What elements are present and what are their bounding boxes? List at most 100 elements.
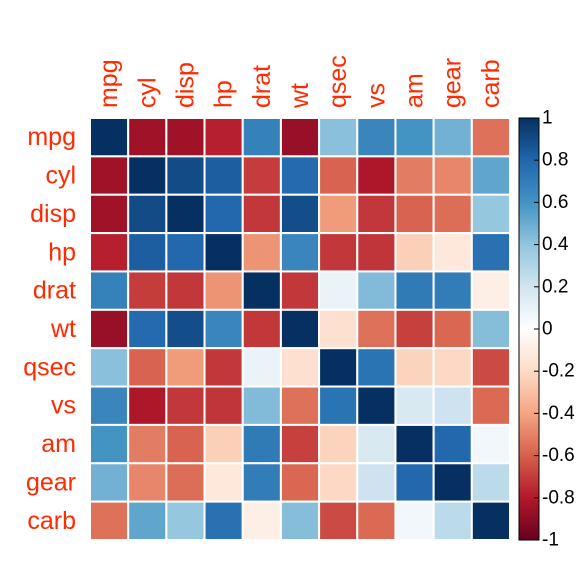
colorbar: 1 0.8 0.6 0.4 0.2 0 -0.2 -0.4 -0.6 -0.8 -1 [518,108,575,551]
row-label-wt: wt [50,315,76,343]
heatmap-cell-gear-gear [432,462,473,503]
heatmap-cell-mpg-disp [165,117,206,158]
heatmap-cell-qsec-hp [203,347,244,388]
heatmap-cell-mpg-drat [241,117,282,158]
heatmap-cell-qsec-wt [279,347,321,388]
heatmap-cell-cyl-am [394,155,435,196]
row-label-carb: carb [27,507,76,535]
heatmap-cell-mpg-cyl [127,117,168,158]
heatmap-cells [89,117,511,541]
heatmap-cell-disp-wt [279,193,321,235]
col-label-wt: wt [286,83,314,109]
col-label-gear: gear [439,58,467,108]
heatmap-cell-qsec-vs [356,347,397,388]
heatmap-cell-wt-carb [470,308,511,350]
heatmap-cell-hp-disp [165,232,206,273]
heatmap-cell-hp-qsec [318,232,359,273]
heatmap-cell-carb-vs [356,500,397,541]
colorbar-tick-label: -1 [542,530,559,551]
heatmap-cell-carb-hp [203,500,244,541]
heatmap-cell-wt-qsec [318,308,359,350]
heatmap-cell-carb-cyl [127,500,168,541]
heatmap-cell-hp-carb [470,232,511,273]
heatmap-cell-disp-disp [165,193,206,235]
heatmap-cell-gear-qsec [318,462,359,503]
heatmap-cell-hp-drat [241,232,282,273]
heatmap-cell-disp-hp [203,193,244,235]
heatmap-cell-disp-mpg [89,193,130,235]
heatmap-cell-qsec-mpg [89,347,130,388]
heatmap-cell-wt-wt [279,308,321,350]
heatmap-cell-drat-disp [165,270,206,311]
heatmap-cell-hp-wt [279,232,321,273]
heatmap-cell-drat-qsec [318,270,359,311]
row-label-disp: disp [30,200,76,228]
col-label-am: am [401,73,429,108]
colorbar-tick-label: 0.2 [542,276,568,297]
colorbar-tick-label: -0.8 [542,487,575,508]
heatmap-cell-cyl-mpg [89,155,130,196]
heatmap-cell-disp-vs [356,193,397,235]
heatmap-cell-qsec-drat [241,347,282,388]
heatmap-cell-hp-cyl [127,232,168,273]
col-label-vs: vs [362,83,390,108]
heatmap-cell-drat-gear [432,270,473,311]
colorbar-tick-label: 1 [542,108,553,129]
heatmap-cell-vs-qsec [318,385,359,426]
heatmap-cell-cyl-disp [165,155,206,196]
heatmap-cell-vs-cyl [127,385,168,426]
heatmap-cell-am-am [394,423,435,465]
colorbar-ticks: 1 0.8 0.6 0.4 0.2 0 -0.2 -0.4 -0.6 -0.8 -1 [534,108,575,551]
heatmap-cell-gear-am [394,462,435,503]
heatmap-cell-cyl-gear [432,155,473,196]
heatmap-cell-wt-vs [356,308,397,350]
colorbar-tick-label: 0.4 [542,234,569,255]
heatmap-cell-mpg-am [394,117,435,158]
heatmap-cell-wt-gear [432,308,473,350]
heatmap-cell-am-qsec [318,423,359,465]
heatmap-cell-gear-drat [241,462,282,503]
heatmap-cell-vs-gear [432,385,473,426]
heatmap-cell-am-vs [356,423,397,465]
heatmap-cell-disp-gear [432,193,473,235]
row-label-gear: gear [26,468,76,496]
heatmap-cell-disp-qsec [318,193,359,235]
heatmap-cell-wt-hp [203,308,244,350]
colorbar-gradient [519,118,539,540]
row-label-cyl: cyl [45,162,76,190]
heatmap-cell-vs-wt [279,385,321,426]
heatmap-cell-carb-gear [432,500,473,541]
heatmap-cell-gear-mpg [89,462,130,503]
heatmap-cell-qsec-am [394,347,435,388]
heatmap-cell-drat-carb [470,270,511,311]
heatmap-cell-am-carb [470,423,511,465]
col-label-hp: hp [210,80,238,108]
heatmap-cell-hp-mpg [89,232,130,273]
heatmap-cell-drat-vs [356,270,397,311]
heatmap-cell-disp-cyl [127,193,168,235]
heatmap-cell-mpg-qsec [318,117,359,158]
heatmap-cell-carb-disp [165,500,206,541]
row-label-drat: drat [33,277,76,305]
row-label-qsec: qsec [23,353,76,381]
heatmap-cell-cyl-wt [279,155,321,196]
heatmap-cell-carb-mpg [89,500,130,541]
heatmap-cell-mpg-gear [432,117,473,158]
heatmap-cell-gear-disp [165,462,206,503]
heatmap-cell-gear-carb [470,462,511,503]
heatmap-cell-cyl-qsec [318,155,359,196]
heatmap-cell-carb-qsec [318,500,359,541]
heatmap-cell-carb-drat [241,500,282,541]
heatmap-cell-drat-wt [279,270,321,311]
heatmap-cell-cyl-hp [203,155,244,196]
colorbar-tick-label: -0.6 [542,445,575,466]
heatmap-cell-drat-drat [241,270,282,311]
heatmap-cell-gear-vs [356,462,397,503]
heatmap-cell-qsec-carb [470,347,511,388]
colorbar-tick-label: 0.6 [542,192,568,213]
colorbar-tick-label: 0.8 [542,150,568,171]
col-label-qsec: qsec [324,55,352,108]
row-label-am: am [41,430,76,458]
heatmap-cell-qsec-qsec [318,347,359,388]
